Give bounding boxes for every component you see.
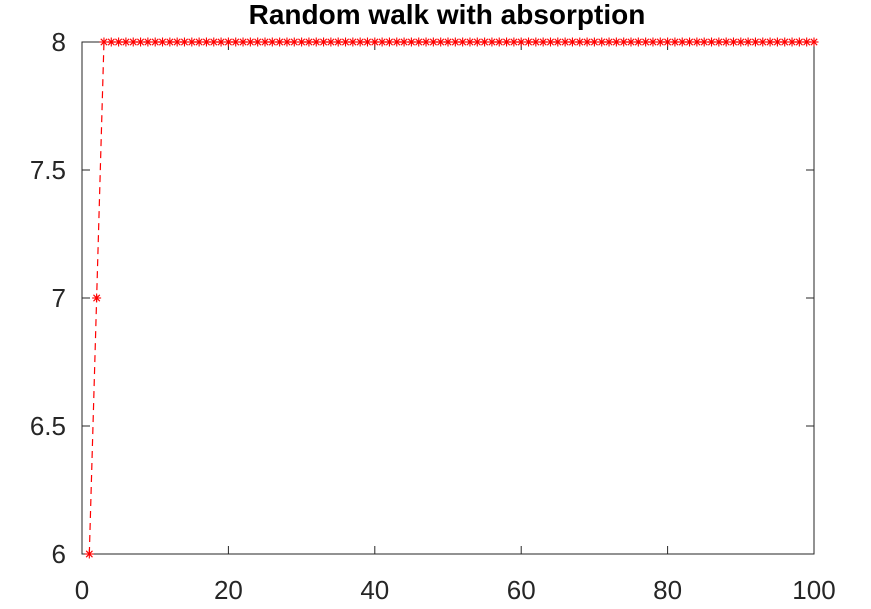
ticks: 0 20 40 60 80 100 6 6.5 7 7.5 8	[30, 27, 836, 605]
data-point-marker	[567, 37, 577, 47]
data-point-marker	[509, 37, 519, 47]
data-point-marker	[84, 549, 94, 559]
chart-title: Random walk with absorption	[249, 0, 646, 30]
data-point-marker	[743, 37, 753, 47]
data-point-marker	[377, 37, 387, 47]
data-point-marker	[326, 37, 336, 47]
x-tick-label: 20	[214, 575, 243, 605]
x-tick-label: 80	[653, 575, 682, 605]
y-tick-label: 6	[52, 539, 66, 569]
data-point-marker	[655, 37, 665, 47]
data-point-marker	[414, 37, 424, 47]
data-point-marker	[172, 37, 182, 47]
data-point-marker	[685, 37, 695, 47]
data-point-marker	[597, 37, 607, 47]
data-point-marker	[524, 37, 534, 47]
y-tick-label: 7.5	[30, 155, 66, 185]
x-tick-label: 40	[360, 575, 389, 605]
data-point-marker	[465, 37, 475, 47]
data-point-marker	[297, 37, 307, 47]
series-layer	[84, 37, 819, 559]
data-point-marker	[384, 37, 394, 47]
data-point-marker	[787, 37, 797, 47]
data-point-marker	[648, 37, 658, 47]
x-tick-label: 60	[507, 575, 536, 605]
data-point-marker	[92, 293, 102, 303]
data-point-marker	[458, 37, 468, 47]
data-point-marker	[721, 37, 731, 47]
data-point-marker	[809, 37, 819, 47]
data-point-marker	[516, 37, 526, 47]
data-point-marker	[187, 37, 197, 47]
data-point-marker	[150, 37, 160, 47]
data-point-marker	[136, 37, 146, 47]
y-tick-label: 7	[52, 283, 66, 313]
data-point-marker	[362, 37, 372, 47]
x-tick-label: 100	[792, 575, 835, 605]
data-point-marker	[589, 37, 599, 47]
data-point-marker	[267, 37, 277, 47]
x-tick-label: 0	[75, 575, 89, 605]
data-point-marker	[450, 37, 460, 47]
plot-frame	[81, 41, 815, 555]
y-tick-label: 6.5	[30, 411, 66, 441]
data-point-marker	[304, 37, 314, 47]
series-line	[88, 41, 814, 555]
data-point-marker	[480, 37, 490, 47]
data-point-marker	[238, 37, 248, 47]
data-point-marker	[472, 37, 482, 47]
axes	[81, 41, 815, 555]
data-point-marker	[333, 37, 343, 47]
y-tick-label: 8	[52, 27, 66, 57]
